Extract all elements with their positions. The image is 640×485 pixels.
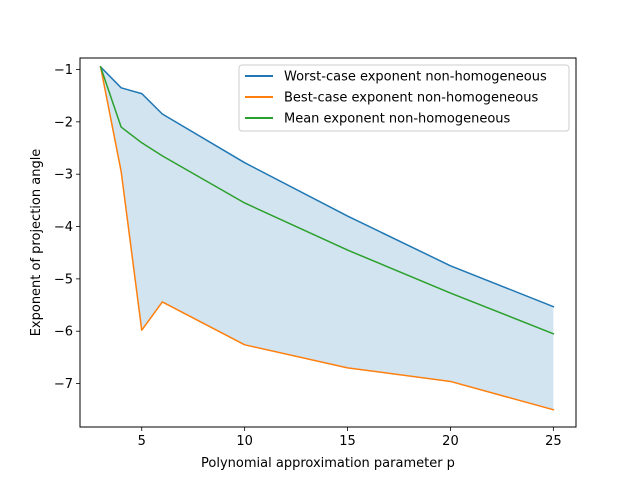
y-tick-label: −3 bbox=[54, 168, 73, 183]
y-tick-label: −2 bbox=[54, 115, 73, 130]
y-tick-label: −7 bbox=[54, 377, 73, 392]
x-axis-label: Polynomial approximation parameter p bbox=[201, 456, 455, 471]
legend-label-mean: Mean exponent non-homogeneous bbox=[284, 112, 511, 127]
legend-label-worst-case: Worst-case exponent non-homogeneous bbox=[284, 70, 547, 85]
x-tick-label: 15 bbox=[339, 434, 356, 449]
x-tick-label: 20 bbox=[442, 434, 459, 449]
y-tick-label: −4 bbox=[54, 220, 73, 235]
y-tick-label: −6 bbox=[54, 325, 73, 340]
y-axis-label: Exponent of projection angle bbox=[29, 149, 44, 337]
y-tick-label: −1 bbox=[54, 63, 73, 78]
x-tick-label: 10 bbox=[236, 434, 253, 449]
x-tick-label: 25 bbox=[545, 434, 562, 449]
x-tick-label: 5 bbox=[138, 434, 146, 449]
legend-label-best-case: Best-case exponent non-homogeneous bbox=[284, 91, 538, 106]
y-tick-label: −5 bbox=[54, 272, 73, 287]
legend: Worst-case exponent non-homogeneous Best… bbox=[239, 65, 569, 131]
